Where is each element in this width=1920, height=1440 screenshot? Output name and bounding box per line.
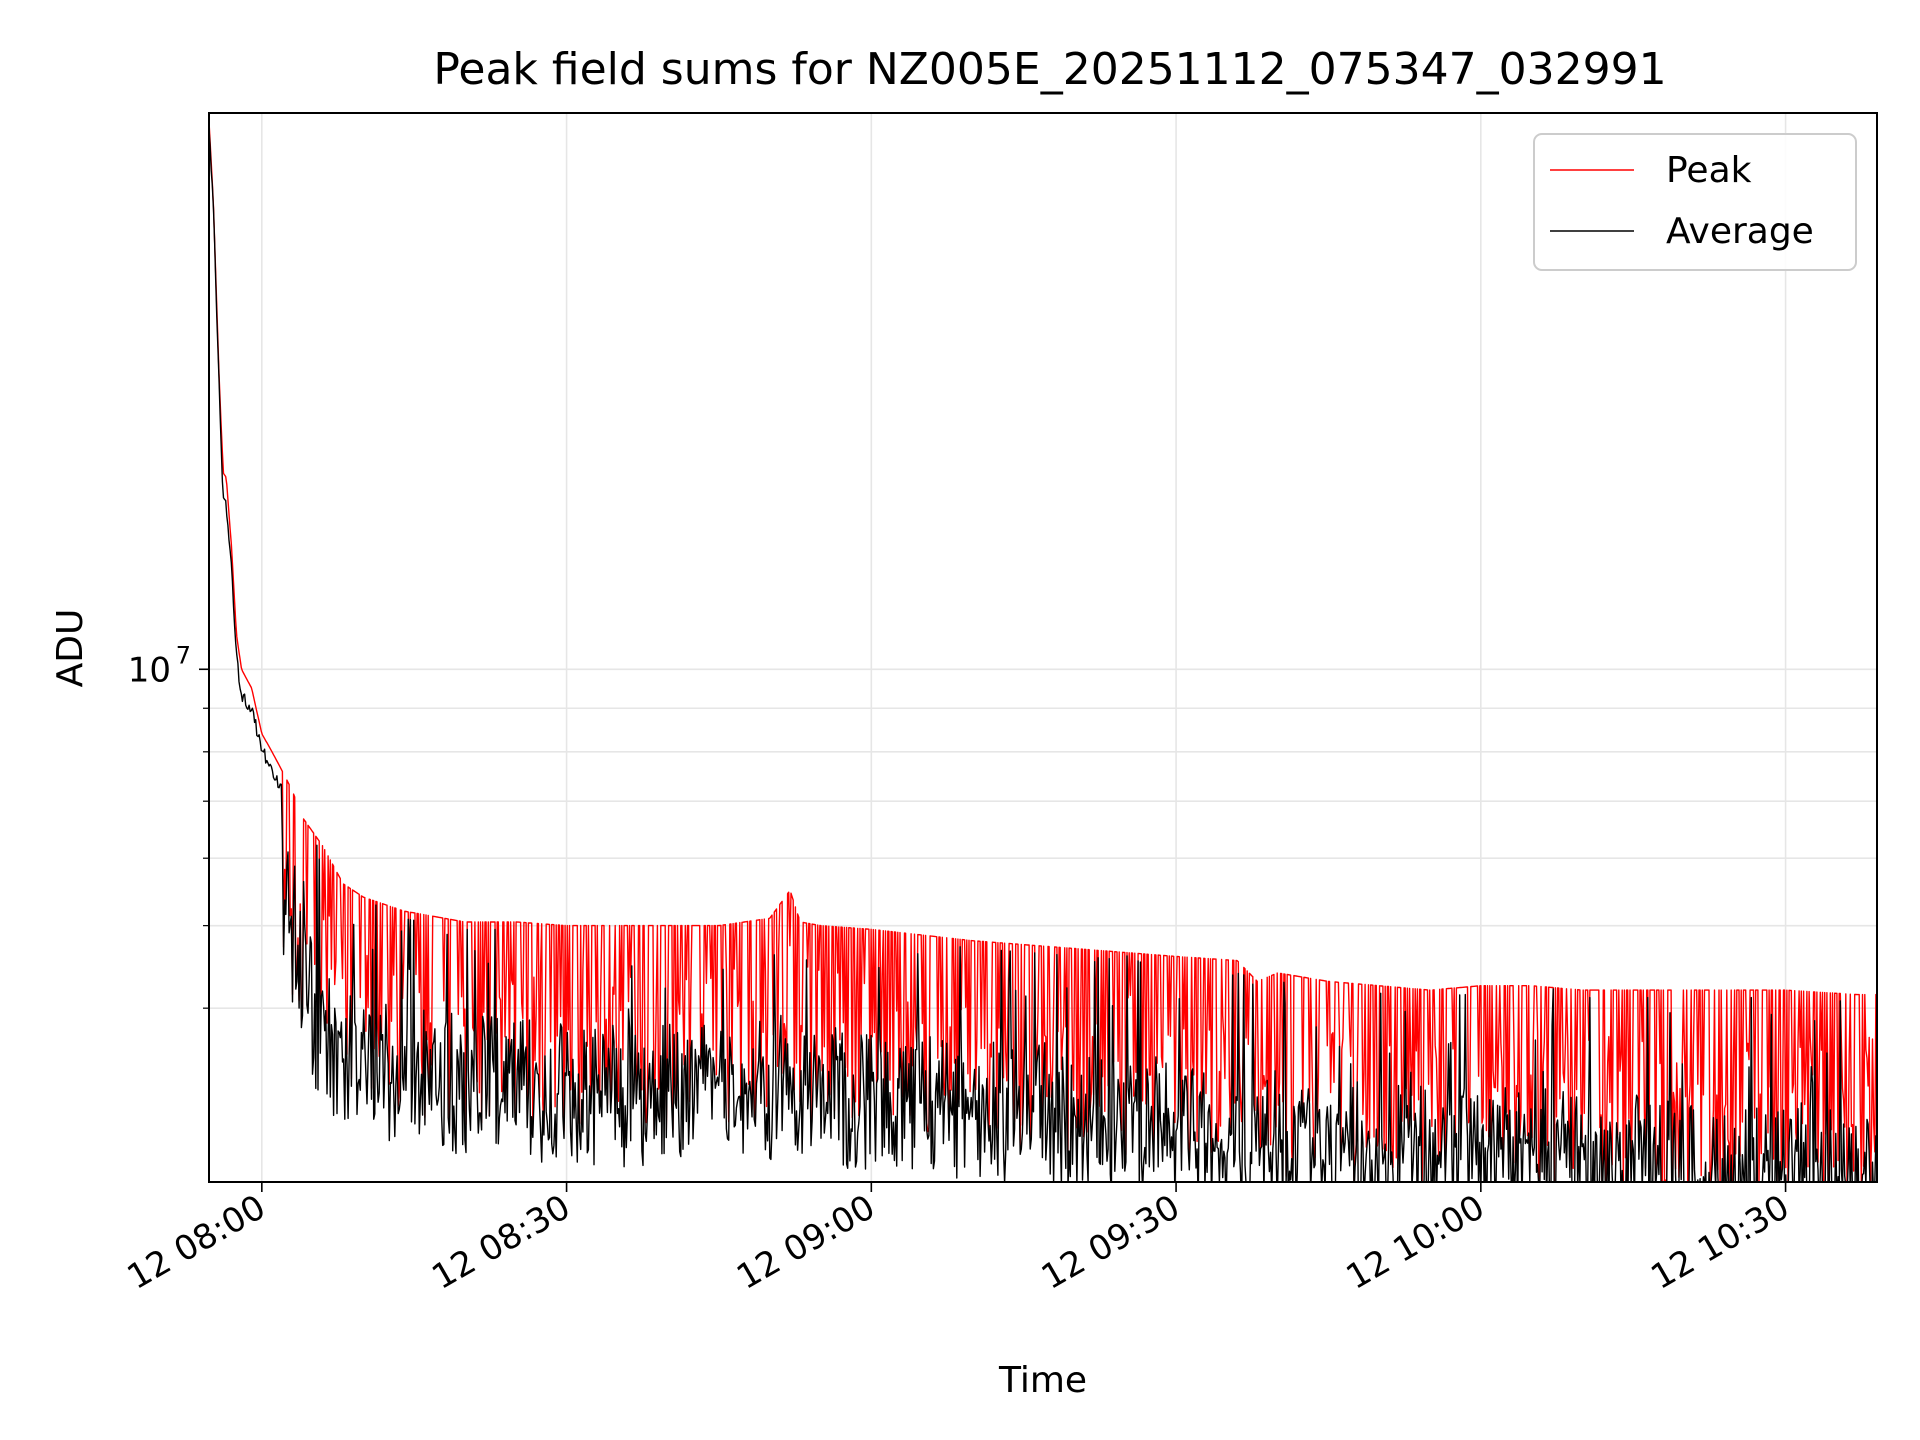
y-tick-exponent: 7 — [176, 641, 191, 669]
y-axis-label: ADU — [50, 609, 91, 688]
series-layer — [209, 121, 1877, 1182]
grid — [209, 113, 1877, 1182]
chart-title: Peak field sums for NZ005E_20251112_0753… — [433, 44, 1666, 95]
legend: Peak Average — [1533, 133, 1857, 271]
plot-frame — [208, 112, 1878, 1183]
legend-label-average: Average — [1666, 211, 1814, 252]
y-tick-label: 10 — [128, 650, 171, 690]
series-line-average — [209, 128, 1877, 1182]
legend-label-peak: Peak — [1666, 150, 1752, 191]
legend-box — [1533, 133, 1857, 271]
series-line-peak — [209, 121, 1877, 1182]
x-axis-label: Time — [998, 1360, 1087, 1401]
